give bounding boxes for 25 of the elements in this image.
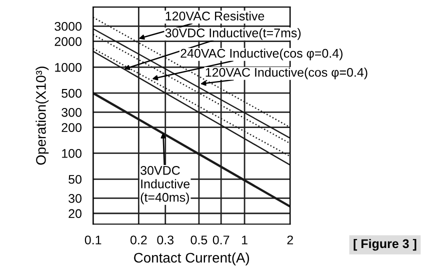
annotation: 30VDC Inductive (t=40ms)	[140, 166, 190, 204]
y-tick-label: 50	[68, 174, 82, 184]
x-tick-label: 0.5	[190, 236, 208, 244]
y-tick-label: 20	[68, 209, 82, 218]
x-tick-label: 1	[242, 236, 248, 244]
y-tick-label: 30	[68, 194, 82, 203]
x-tick-label: 2	[287, 236, 293, 244]
text: [ Figure 3 ]	[354, 238, 416, 251]
y-tick-label: 200	[62, 123, 82, 132]
annotation: 120VAC Resistive	[166, 11, 264, 20]
x-tick-label: 0.2	[130, 236, 147, 244]
y-tick-label: 500	[62, 88, 82, 98]
y-tick-label: 100	[62, 149, 82, 158]
x-tick-label: 0.3	[157, 236, 174, 244]
y-tick-label: 3000	[54, 22, 82, 31]
x-tick-label: 0.1	[84, 236, 102, 244]
annotation: 120VAC Inductive(cos φ=0.4)	[206, 68, 368, 80]
y-tick-label: 300	[62, 108, 82, 117]
y-axis-title: Operation(X10³)	[36, 66, 49, 165]
y-tick-label: 2000	[54, 37, 82, 46]
y-tick-label: 1000	[55, 63, 82, 72]
x-axis-title: Contact Current(A)	[134, 252, 250, 266]
x-tick-label: 0.7	[212, 236, 230, 244]
annotation: 30VDC Inductive(t=7ms)	[165, 28, 301, 40]
annotation: 240VAC Inductive(cos φ=0.4)	[180, 48, 342, 60]
